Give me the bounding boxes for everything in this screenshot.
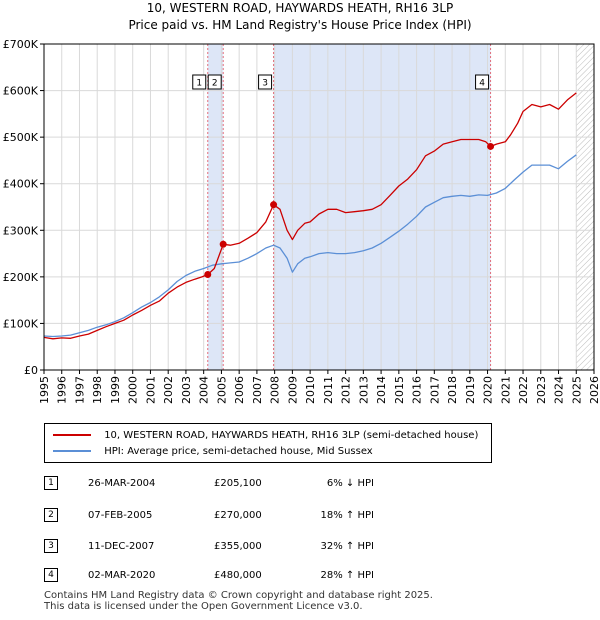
x-tick-label: 2018 xyxy=(446,376,459,404)
shaded-period xyxy=(207,44,224,370)
chart-title: 10, WESTERN ROAD, HAYWARDS HEATH, RH16 3… xyxy=(0,0,600,34)
x-tick-label: 2003 xyxy=(180,376,193,404)
sale-number-badge: 2 xyxy=(44,508,58,522)
legend-label-property: 10, WESTERN ROAD, HAYWARDS HEATH, RH16 3… xyxy=(104,430,479,441)
sale-badge-label: 4 xyxy=(479,79,485,89)
sale-hpi-diff: 28% ↑ HPI xyxy=(320,570,374,581)
x-tick-label: 2016 xyxy=(411,376,424,404)
plot-border xyxy=(43,43,595,371)
sale-badge xyxy=(258,74,273,90)
footer-copyright: Contains HM Land Registry data © Crown c… xyxy=(44,590,433,601)
sale-point xyxy=(487,142,495,150)
x-tick-label: 2008 xyxy=(269,376,282,404)
sale-badge xyxy=(475,74,490,90)
sale-number-badge: 1 xyxy=(44,476,58,490)
sale-date: 02-MAR-2020 xyxy=(88,570,156,581)
x-tick-label: 1996 xyxy=(56,376,69,404)
sale-date: 07-FEB-2005 xyxy=(88,510,153,521)
y-tick-label: £400K xyxy=(3,178,39,191)
x-tick-label: 2024 xyxy=(553,376,566,404)
y-tick-label: £600K xyxy=(3,85,39,98)
sale-date: 26-MAR-2004 xyxy=(88,478,156,489)
sale-price: £205,100 xyxy=(214,478,262,489)
footer: Contains HM Land Registry data © Crown c… xyxy=(44,590,433,612)
chart-title-line1: 10, WESTERN ROAD, HAYWARDS HEATH, RH16 3… xyxy=(146,1,454,15)
sale-badge-label: 3 xyxy=(262,79,268,89)
chart-title-line2: Price paid vs. HM Land Registry's House … xyxy=(128,18,472,32)
sale-badge xyxy=(207,74,222,90)
sale-hpi-diff: 18% ↑ HPI xyxy=(320,510,374,521)
x-tick-label: 1997 xyxy=(73,376,86,404)
sale-badge-label: 1 xyxy=(196,79,202,89)
x-tick-label: 2019 xyxy=(464,376,477,404)
x-tick-label: 2025 xyxy=(570,376,583,404)
x-tick-label: 1998 xyxy=(91,376,104,404)
series-line-hpi xyxy=(43,154,577,338)
x-tick-label: 1999 xyxy=(109,376,122,404)
sale-hpi-diff: 32% ↑ HPI xyxy=(320,541,374,552)
x-tick-label: 1995 xyxy=(38,376,51,404)
sale-price: £355,000 xyxy=(214,541,262,552)
x-tick-label: 2007 xyxy=(251,376,264,404)
x-tick-label: 2014 xyxy=(375,376,388,404)
sale-point xyxy=(204,270,212,278)
legend-swatch-hpi xyxy=(53,450,91,452)
footer-licence: This data is licensed under the Open Gov… xyxy=(44,601,363,612)
x-tick-label: 2006 xyxy=(233,376,246,404)
y-tick-label: £500K xyxy=(3,131,39,144)
legend: 10, WESTERN ROAD, HAYWARDS HEATH, RH16 3… xyxy=(44,423,492,463)
x-tick-label: 2021 xyxy=(499,376,512,404)
legend-swatch-property xyxy=(53,434,91,436)
x-tick-label: 2000 xyxy=(127,376,140,404)
y-tick-label: £200K xyxy=(3,271,39,284)
sale-hpi-diff: 6% ↓ HPI xyxy=(326,478,374,489)
sale-date: 11-DEC-2007 xyxy=(88,541,155,552)
shaded-period xyxy=(273,44,491,370)
x-tick-label: 2023 xyxy=(535,376,548,404)
sale-point xyxy=(219,240,227,248)
x-tick-label: 2026 xyxy=(588,376,600,404)
x-tick-label: 2005 xyxy=(215,376,228,404)
x-tick-label: 2015 xyxy=(393,376,406,404)
sale-badge-label: 2 xyxy=(212,79,218,89)
x-tick-label: 2010 xyxy=(304,376,317,404)
x-tick-label: 2020 xyxy=(482,376,495,404)
x-tick-label: 2012 xyxy=(340,376,353,404)
sale-point xyxy=(270,201,278,209)
y-tick-label: £700K xyxy=(3,38,39,51)
legend-item-hpi: HPI: Average price, semi-detached house,… xyxy=(53,445,373,459)
x-tick-label: 2013 xyxy=(357,376,370,404)
sale-number-badge: 4 xyxy=(44,568,58,582)
x-tick-label: 2001 xyxy=(144,376,157,404)
x-tick-label: 2017 xyxy=(428,376,441,404)
y-tick-label: £300K xyxy=(3,224,39,237)
x-tick-label: 2011 xyxy=(322,376,335,404)
forecast-hatch xyxy=(576,44,594,370)
legend-label-hpi: HPI: Average price, semi-detached house,… xyxy=(104,446,373,457)
sale-badge xyxy=(192,74,207,90)
x-tick-label: 2022 xyxy=(517,376,530,404)
sale-price: £480,000 xyxy=(214,570,262,581)
legend-item-property: 10, WESTERN ROAD, HAYWARDS HEATH, RH16 3… xyxy=(53,429,478,443)
sale-price: £270,000 xyxy=(214,510,262,521)
x-tick-label: 2004 xyxy=(198,376,211,404)
x-tick-label: 2009 xyxy=(286,376,299,404)
sale-number-badge: 3 xyxy=(44,539,58,553)
x-tick-label: 2002 xyxy=(162,376,175,404)
y-tick-label: £0 xyxy=(24,364,38,377)
y-tick-label: £100K xyxy=(3,317,39,330)
